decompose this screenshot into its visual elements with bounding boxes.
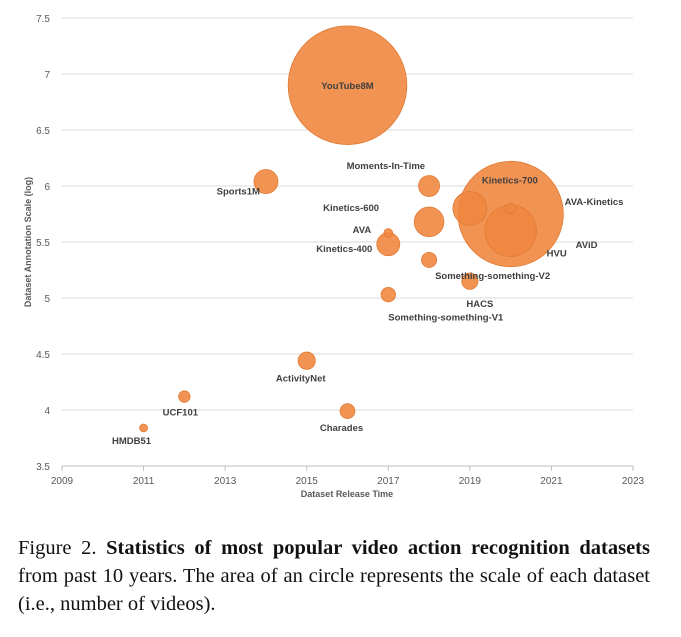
caption-prefix: Figure 2. [18,537,107,559]
y-tick-label: 5.5 [36,238,50,249]
x-tick-labels: 2009 2011 2013 2015 2017 2019 2021 2023 [51,476,645,487]
bubble-something-something-v2 [421,251,438,268]
bubble-label: HMDB51 [112,436,152,447]
bubble-moments-in-time [418,175,440,197]
bubble-label: Kinetics-400 [316,244,372,255]
x-tick-label: 2019 [459,476,482,487]
bubble-something-something-v1 [380,286,396,303]
x-tick-label: 2015 [296,476,319,487]
bubble-hvu [505,202,517,214]
bubble-hacs [461,272,479,290]
gridlines [61,17,634,471]
bubble-kinetics-700 [452,191,488,226]
bubble-labels: YouTube8M AVA-Kinetics AViD Kinetics-700 Kin… [112,81,623,447]
y-tick-label: 3.5 [36,462,50,473]
bubble-label: HACS [466,299,493,310]
y-tick-label: 7 [44,70,50,81]
caption-bold: Statistics of most popular video action … [106,537,650,559]
y-tick-label: 4 [44,406,50,417]
bubble-label: Kinetics-700 [482,175,538,186]
bubble-label: Charades [320,423,363,434]
bubble-activitynet [297,351,316,370]
bubble-ava [383,228,394,238]
bubble-sports1m [253,169,279,194]
bubble-label: Something-something-V1 [388,313,504,324]
x-tick-label: 2013 [214,476,237,487]
bubble-kinetics-600 [413,206,445,238]
y-axis-title: Dataset Annotation Scale (log) [23,177,33,307]
y-tick-label: 6.5 [36,126,50,137]
bubble-ucf101 [178,390,191,403]
caption-rest: from past 10 years. The area of an circl… [18,565,650,615]
x-tick-label: 2009 [51,476,74,487]
bubble-hmdb51 [139,423,148,433]
bubble-label: Sports1M [217,187,260,198]
bubble-charades [339,403,356,419]
y-tick-label: 6 [44,182,50,193]
bubbles [139,25,564,433]
y-tick-label: 7.5 [36,14,50,25]
bubble-label: AViD [576,240,598,251]
bubble-label: YouTube8M [321,81,374,92]
x-tick-label: 2017 [377,476,400,487]
y-tick-label: 5 [44,294,50,305]
x-tick-label: 2011 [133,476,155,487]
bubble-label: HVU [547,248,567,259]
y-tick-label: 4.5 [36,350,50,361]
x-axis-title: Dataset Release Time [301,489,393,499]
bubble-label: AVA [353,225,372,236]
bubble-chart: 2009 2011 2013 2015 2017 2019 2021 2023 3.5 4 4.5… [23,14,645,499]
bubble-label: Something-something-V2 [435,271,550,282]
bubble-label: Moments-In-Time [347,161,425,172]
figure-caption: Figure 2. Statistics of most popular vid… [18,534,650,618]
bubble-label: Kinetics-600 [323,203,379,214]
bubble-label: ActivityNet [276,374,326,385]
x-tick-label: 2021 [540,476,563,487]
y-tick-labels: 3.5 4 4.5 5 5.5 6 6.5 7 7.5 [36,14,50,473]
bubble-youtube8m [287,25,408,145]
bubble-label: UCF101 [163,408,199,419]
x-tick-label: 2023 [622,476,645,487]
bubble-label: AVA-Kinetics [565,197,624,208]
